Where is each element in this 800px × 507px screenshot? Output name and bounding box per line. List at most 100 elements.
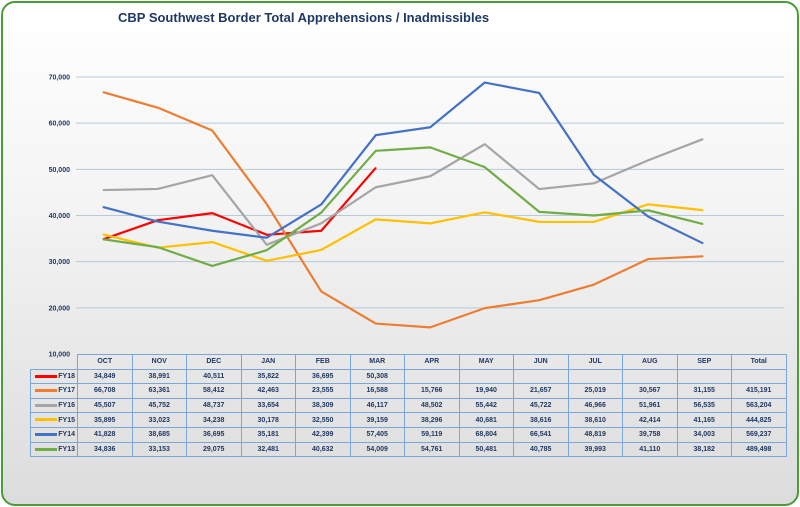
data-label: 41,110 (622, 441, 678, 458)
data-point-fy15 (374, 218, 377, 221)
data-label: 38,296 (404, 412, 460, 428)
series-line-fy13 (103, 146, 704, 268)
data-point-fy14 (102, 206, 105, 208)
data-label: 33,654 (240, 397, 296, 414)
data-label: 57,405 (349, 426, 405, 443)
data-point-fy13 (647, 209, 650, 212)
data-label: 45,507 (77, 397, 133, 414)
y-tick-label: 60,000 (49, 121, 71, 128)
data-label: 50,481 (458, 441, 514, 458)
data-point-fy16 (265, 243, 268, 246)
legend-entry: FY15 (30, 412, 78, 428)
y-tick-label: 50,000 (49, 167, 71, 174)
data-point-fy15 (483, 211, 486, 214)
data-point-fy13 (156, 246, 159, 248)
data-label: 36,695 (295, 368, 351, 385)
total-value: 444,825 (731, 412, 787, 428)
data-label: 59,119 (404, 426, 460, 443)
data-label: 34,849 (77, 368, 133, 385)
table-row: FY17 66,708 63,361 58,412 42,463 23,555 16,588… (30, 383, 787, 399)
data-label: 50,308 (349, 368, 405, 385)
data-label: 34,003 (676, 426, 732, 443)
y-tick-label: 10,000 (49, 352, 71, 359)
data-label (622, 368, 678, 385)
data-label: 34,836 (77, 441, 133, 458)
data-label: 66,541 (513, 426, 569, 443)
data-label: 54,761 (404, 441, 460, 458)
data-label: 66,708 (77, 383, 133, 399)
x-tick-label: AUG (622, 354, 678, 370)
data-point-fy15 (102, 233, 105, 236)
legend-label: FY15 (58, 416, 75, 424)
data-point-fy17 (265, 203, 268, 205)
data-point-fy17 (538, 299, 541, 301)
legend-label: FY14 (58, 431, 75, 439)
data-label: 35,181 (240, 426, 296, 443)
data-label: 29,075 (186, 441, 242, 458)
data-label: 41,165 (676, 412, 732, 428)
data-label: 23,555 (295, 383, 351, 399)
x-tick-label: SEP (676, 354, 732, 370)
data-label: 45,722 (513, 397, 569, 414)
data-label: 46,966 (567, 397, 623, 414)
data-label: 40,511 (186, 368, 242, 385)
legend-entry: FY14 (30, 426, 78, 443)
data-point-fy16 (211, 174, 214, 176)
data-point-fy15 (647, 203, 650, 206)
data-point-fy14 (538, 92, 541, 94)
legend-swatch (35, 418, 58, 422)
data-point-fy18 (211, 212, 214, 214)
legend-entry: FY13 (30, 441, 78, 458)
y-tick-label: 30,000 (49, 259, 71, 266)
data-point-fy17 (483, 307, 486, 309)
data-point-fy13 (429, 146, 432, 149)
data-label: 32,550 (295, 412, 351, 428)
data-point-fy13 (701, 223, 704, 225)
data-point-fy15 (320, 249, 323, 251)
data-label: 35,895 (77, 412, 133, 428)
data-label: 58,412 (186, 383, 242, 399)
data-point-fy16 (483, 143, 486, 146)
data-label: 41,828 (77, 426, 133, 443)
data-point-fy14 (592, 173, 595, 176)
data-point-fy13 (320, 211, 323, 214)
data-point-fy16 (429, 175, 432, 178)
data-label: 21,657 (513, 383, 569, 399)
total-header: Total (731, 354, 787, 370)
data-point-fy16 (701, 138, 704, 140)
data-point-fy13 (538, 211, 541, 213)
data-point-fy17 (701, 255, 704, 258)
data-label: 19,940 (458, 383, 514, 399)
legend-entry: FY18 (30, 368, 78, 385)
data-label: 48,819 (567, 426, 623, 443)
table-corner (31, 355, 78, 370)
legend-label: FY18 (58, 372, 75, 380)
data-label: 48,502 (404, 397, 460, 414)
data-label: 51,961 (622, 397, 678, 414)
data-point-fy15 (592, 221, 595, 223)
data-label: 39,159 (349, 412, 405, 428)
x-tick-label: FEB (295, 354, 351, 370)
data-point-fy16 (538, 188, 541, 190)
data-label: 38,610 (567, 412, 623, 428)
legend-swatch (35, 374, 58, 378)
data-point-fy16 (647, 159, 650, 162)
chart-title: CBP Southwest Border Total Apprehensions… (118, 10, 490, 25)
data-label: 40,632 (295, 441, 351, 458)
data-label: 32,481 (240, 441, 296, 458)
data-label: 46,117 (349, 397, 405, 414)
data-point-fy17 (592, 283, 595, 286)
data-label: 38,685 (131, 426, 187, 443)
data-label: 25,019 (567, 383, 623, 399)
legend-swatch (35, 403, 58, 407)
data-point-fy17 (429, 326, 432, 329)
data-label: 40,681 (458, 412, 514, 428)
table-row: FY15 35,895 33,023 34,238 30,178 32,550 39,159… (30, 412, 787, 428)
x-tick-label: NOV (131, 354, 187, 370)
data-label: 45,752 (131, 397, 187, 414)
total-value: 569,237 (731, 426, 787, 443)
data-point-fy15 (701, 209, 704, 211)
data-point-fy15 (211, 241, 214, 243)
data-point-fy13 (211, 265, 214, 267)
